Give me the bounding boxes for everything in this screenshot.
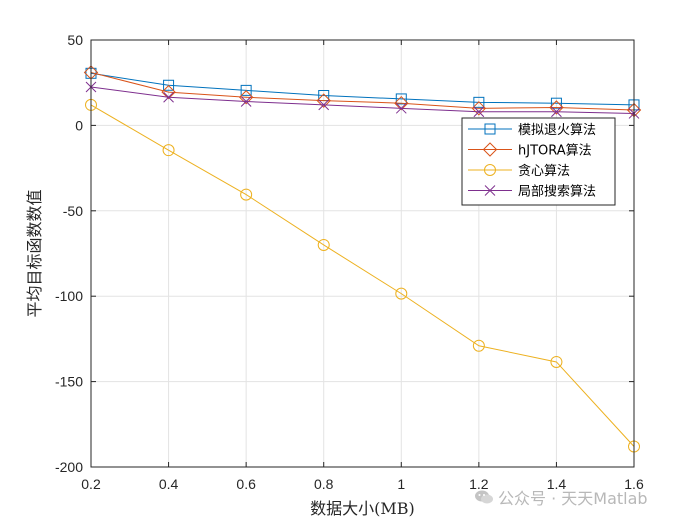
series-line bbox=[90, 72, 635, 106]
y-tick-label: 0 bbox=[75, 117, 83, 133]
data-point bbox=[238, 90, 254, 105]
series-1 bbox=[83, 65, 642, 118]
data-point bbox=[162, 144, 175, 157]
legend-label: hJTORA算法 bbox=[518, 144, 592, 159]
series-0 bbox=[85, 67, 640, 111]
y-tick-label: -100 bbox=[55, 288, 83, 304]
legend-marker bbox=[484, 164, 496, 176]
legend-entry: hJTORA算法 bbox=[468, 142, 592, 159]
series-line bbox=[90, 104, 635, 447]
x-tick-label: 1.2 bbox=[469, 476, 489, 492]
data-point bbox=[317, 238, 330, 251]
data-point bbox=[240, 188, 253, 201]
x-tick-label: 0.6 bbox=[236, 476, 256, 492]
x-tick-label: 0.4 bbox=[159, 476, 179, 492]
data-point bbox=[395, 287, 408, 300]
data-point bbox=[318, 99, 330, 111]
legend-marker bbox=[484, 185, 496, 196]
y-tick-label: 50 bbox=[67, 32, 83, 48]
data-point bbox=[240, 84, 252, 96]
data-point bbox=[240, 96, 252, 107]
series-layer bbox=[83, 65, 642, 453]
plot-frame bbox=[90, 39, 635, 468]
series-3 bbox=[85, 81, 640, 119]
series-line bbox=[90, 86, 635, 114]
data-point bbox=[161, 84, 176, 100]
legend-label: 贪心算法 bbox=[518, 164, 570, 179]
y-tick-label: -150 bbox=[55, 374, 83, 390]
x-tick-label: 1.4 bbox=[547, 476, 567, 492]
x-tick-label: 0.2 bbox=[81, 476, 101, 492]
legend-entry: 局部搜索算法 bbox=[468, 185, 596, 200]
data-point bbox=[549, 100, 564, 115]
watermark-text: 公众号 · 天天Matlab bbox=[498, 489, 648, 508]
x-tick-label: 1.6 bbox=[624, 476, 644, 492]
legend-label: 模拟退火算法 bbox=[518, 123, 596, 138]
legend-marker bbox=[484, 123, 496, 135]
data-point bbox=[473, 106, 485, 118]
legend-marker bbox=[482, 142, 498, 157]
data-point bbox=[472, 339, 485, 352]
ticks: 0.2 0.4 0.6 0.8 1 1.2 1.4 1.6 50 0 -50 -100 -150 -200 bbox=[55, 32, 644, 492]
legend-entry: 贪心算法 bbox=[468, 164, 570, 179]
data-point bbox=[473, 96, 485, 108]
y-tick-label: -50 bbox=[63, 203, 83, 219]
data-point bbox=[163, 79, 175, 91]
x-axis-label: 数据大小(MB) bbox=[310, 499, 415, 518]
legend-entry: 模拟退火算法 bbox=[468, 123, 596, 138]
data-point bbox=[550, 97, 562, 109]
grid bbox=[90, 39, 635, 468]
y-axis-label: 平均目标函数数值 bbox=[25, 189, 44, 317]
x-tick-label: 1 bbox=[397, 476, 405, 492]
data-point bbox=[163, 91, 174, 103]
data-point bbox=[395, 93, 407, 105]
legend-label: 局部搜索算法 bbox=[518, 185, 596, 200]
wechat-icon bbox=[475, 490, 493, 504]
series-line bbox=[90, 71, 635, 111]
x-tick-label: 0.8 bbox=[314, 476, 334, 492]
watermark: 公众号 · 天天Matlab bbox=[474, 485, 648, 509]
data-point bbox=[471, 101, 487, 116]
data-point bbox=[551, 106, 562, 118]
data-point bbox=[550, 355, 563, 368]
data-point bbox=[394, 95, 409, 111]
y-tick-label: -200 bbox=[55, 459, 83, 475]
data-point bbox=[316, 93, 331, 108]
data-point bbox=[395, 102, 407, 114]
